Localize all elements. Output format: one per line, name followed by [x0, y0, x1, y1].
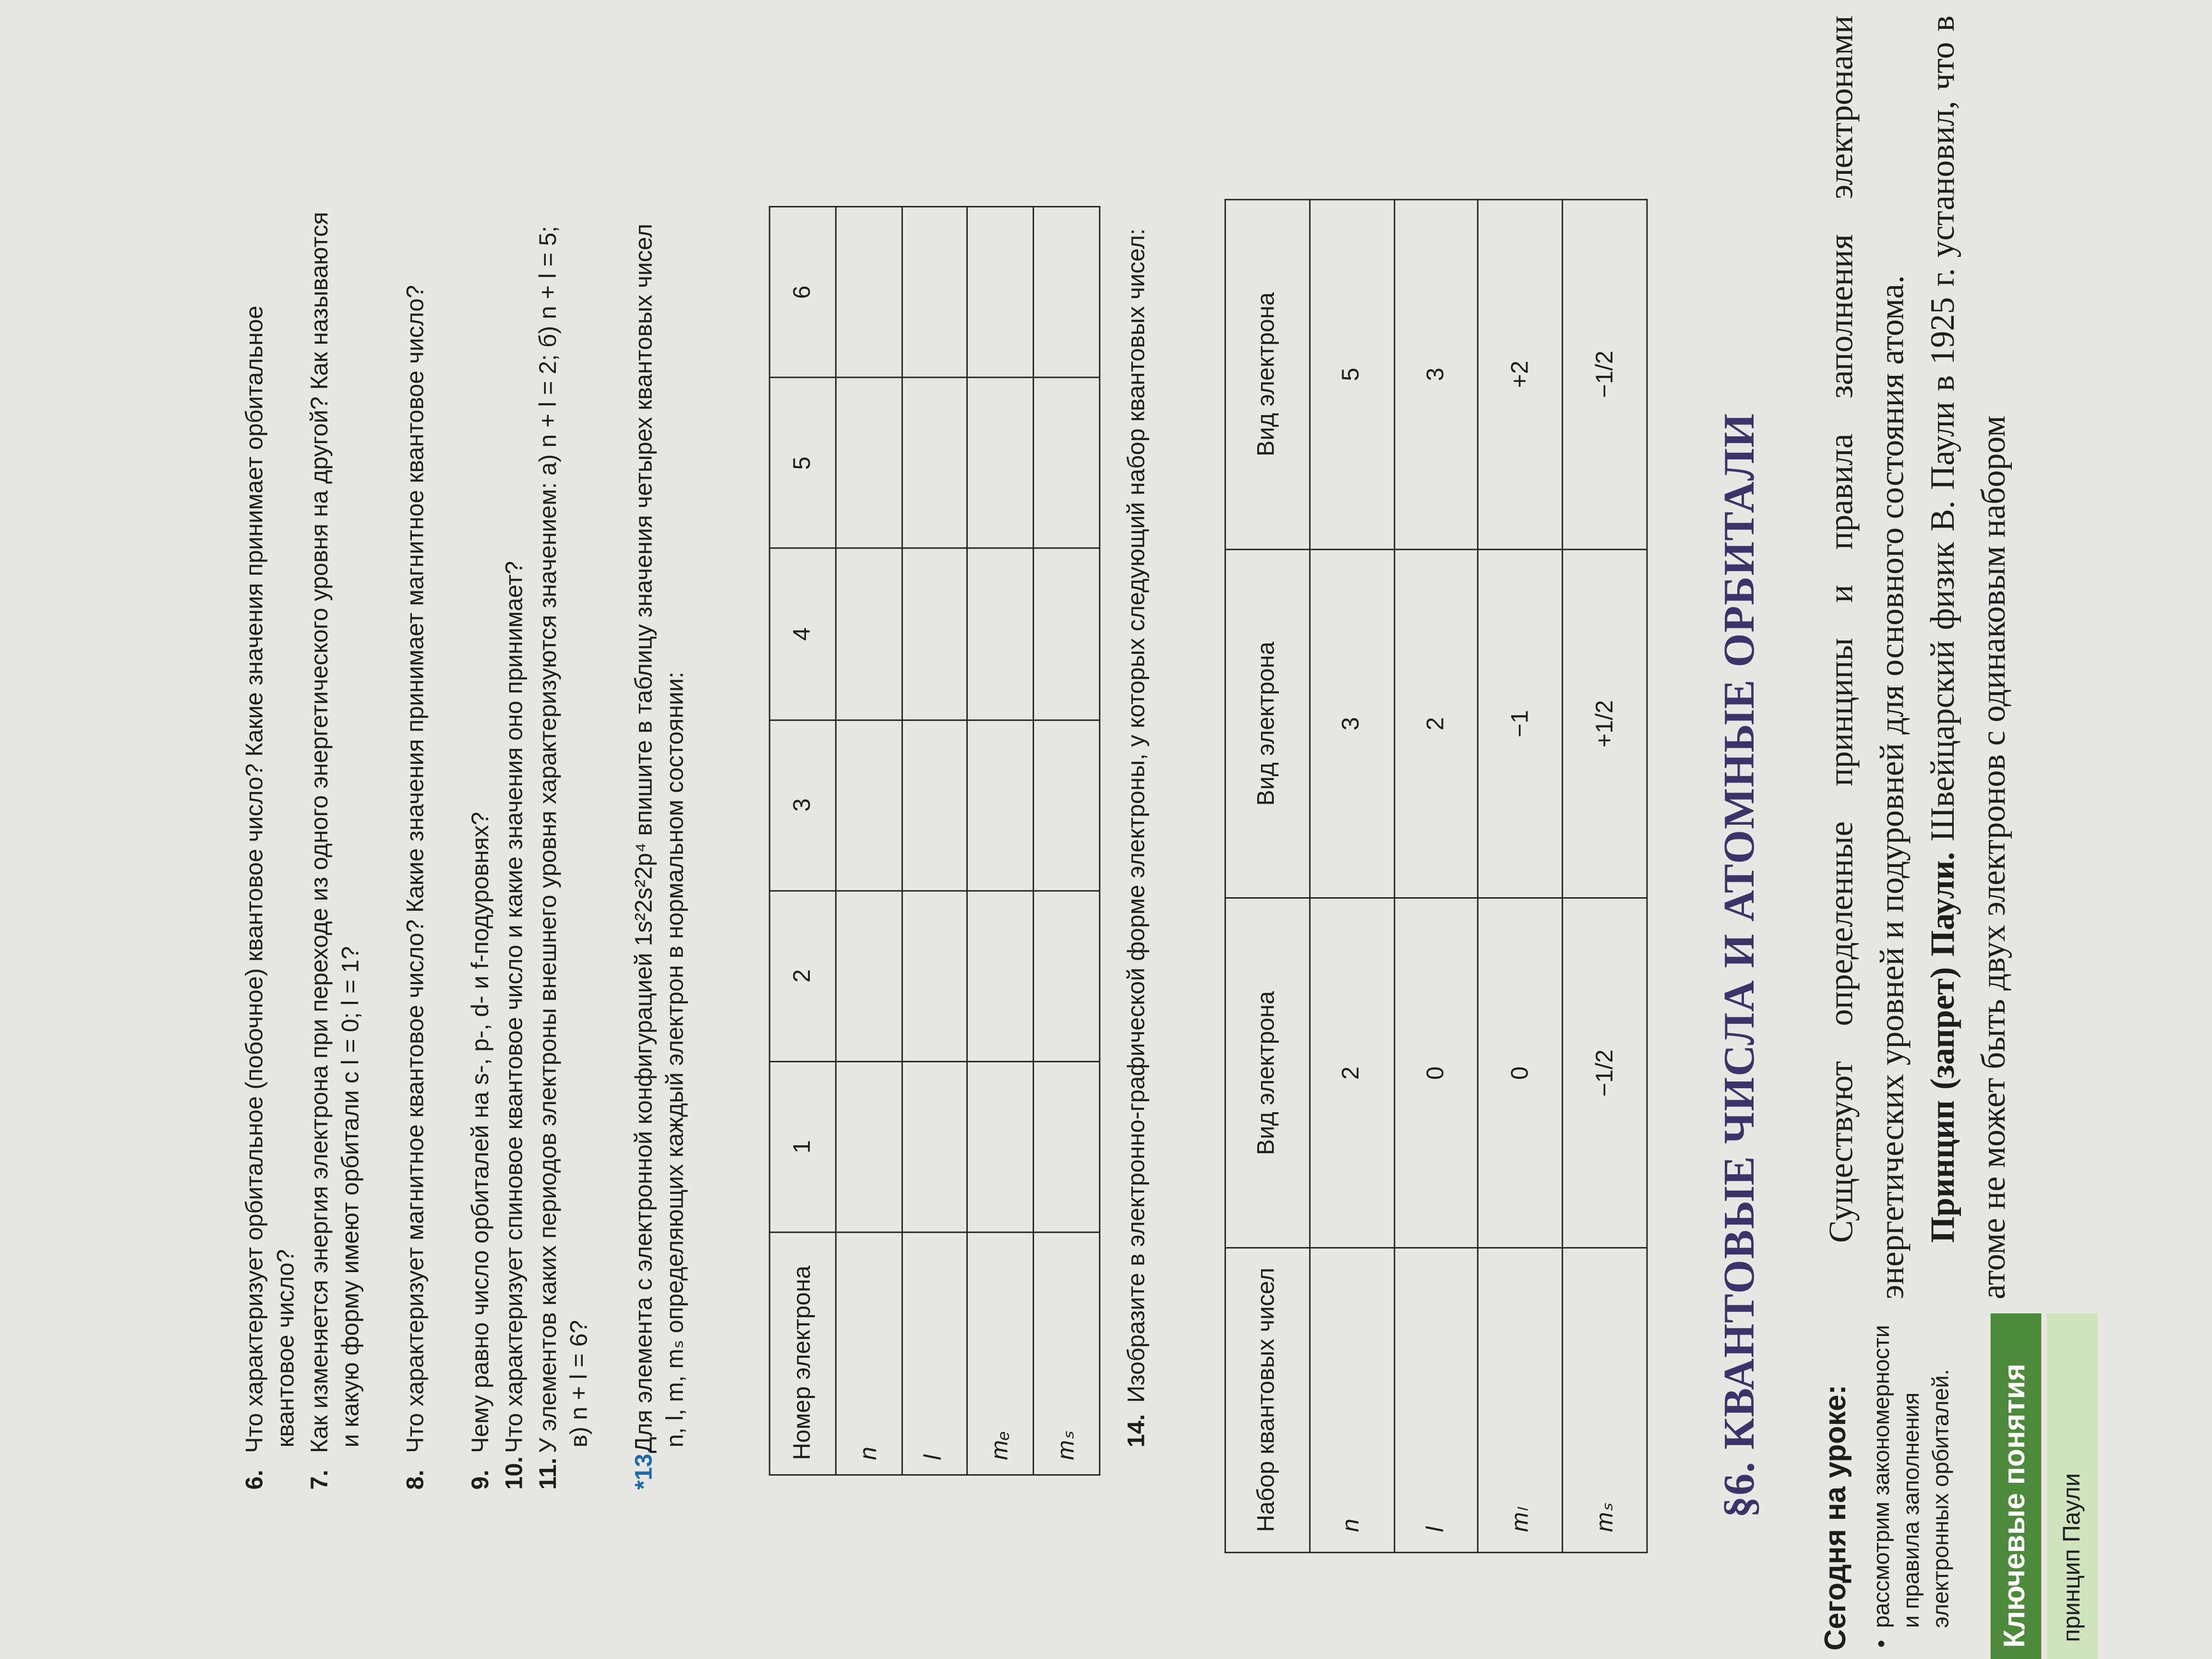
sidebar-bullet: рассмотрим закономерности и правила запо…: [1868, 1313, 1957, 1659]
table-row: mₛ: [1034, 206, 1100, 1475]
question-14: 14.Изобразите в электронно-графической ф…: [1123, 228, 1150, 1448]
electron-quantum-table: Номер электрона 1 2 3 4 5 6 n l mₑ mₛ: [769, 206, 1101, 1476]
key-concept-item: принцип Паули: [2047, 1313, 2098, 1659]
question-8: 8.Что характеризует магнитное квантовое …: [402, 285, 429, 1490]
table-header-row: Номер электрона 1 2 3 4 5 6: [769, 206, 836, 1475]
table-row: mₑ: [967, 206, 1034, 1475]
question-11: 11.У элементов каких периодов электроны …: [534, 226, 593, 1490]
question-9: 9.Чему равно число орбиталей на s-, p-, …: [467, 812, 494, 1490]
table-row: mₗ 0 −1 +2: [1478, 199, 1563, 1553]
table-row: l: [902, 206, 968, 1475]
table-row: n: [835, 206, 902, 1475]
key-concepts-heading: Ключевые понятия: [1990, 1313, 2042, 1659]
paragraph: Существуют определенные принципы и прави…: [1824, 15, 1912, 1299]
sidebar-heading: Сегодня на уроке:: [1820, 1384, 1852, 1651]
question-13: *13.Для элемента с электронной конфигура…: [630, 223, 689, 1490]
principle-title: Принцип (запрет) Паули.: [1925, 852, 1962, 1243]
table-row: mₛ −1/2 +1/2 −1/2: [1563, 199, 1647, 1553]
question-7: 7.Как изменяется энергия электрона при п…: [306, 212, 364, 1490]
paragraph: Принцип (запрет) Паули. Швейцарский физи…: [1925, 15, 2013, 1299]
table-header-row: Набор квантовых чисел Вид электрона Вид …: [1225, 199, 1310, 1553]
quantum-set-table: Набор квантовых чисел Вид электрона Вид …: [1225, 199, 1648, 1553]
section-title: §6. КВАНТОВЫЕ ЧИСЛА И АТОМНЫЕ ОРБИТАЛИ: [1714, 412, 1764, 1518]
question-6: 6.Что характеризует орбитальное (побочно…: [241, 305, 300, 1490]
question-10: 10.Что характеризует спиновое квантовое …: [501, 561, 528, 1490]
main-text: Существуют определенные принципы и прави…: [1817, 15, 2020, 1299]
lesson-sidebar: Сегодня на уроке: рассмотрим закономерно…: [1820, 1313, 2212, 1659]
